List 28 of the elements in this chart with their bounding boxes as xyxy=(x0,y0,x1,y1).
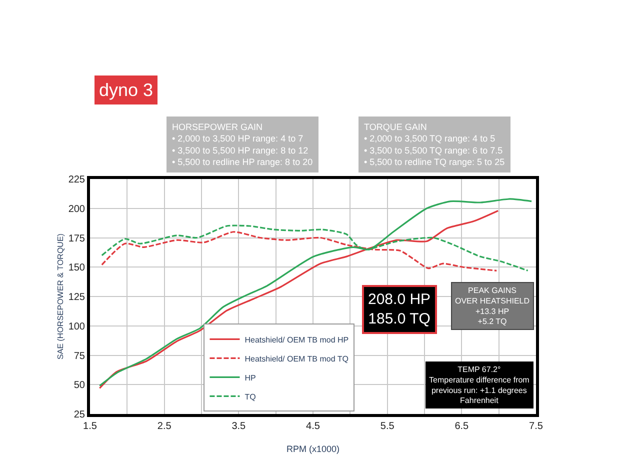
x-tick-label: 1.5 xyxy=(83,421,98,432)
annotation: TEMP 67.2° Temperature difference from previous run: +1.1 degrees Fahrenheit xyxy=(429,365,530,406)
x-tick-label: 2.5 xyxy=(157,421,172,432)
legend-label: TQ xyxy=(244,392,256,402)
y-tick-label: 75 xyxy=(74,350,86,362)
y-tick-label: 25 xyxy=(74,410,86,420)
x-axis-title: RPM (x1000) xyxy=(286,444,340,454)
y-tick-label: 175 xyxy=(68,233,86,244)
x-tick-label: 5.5 xyxy=(380,421,395,432)
legend-label: Heatshield/ OEM TB mod HP xyxy=(244,335,349,344)
text: TORQUE GAIN • 2,000 to 3,500 TQ range: 4 to 5 • 3,500 to 5,500 TQ range: 6 to 7.5 • 5,500 to redline TQ range: 5 to 25 xyxy=(364,122,505,168)
y-tick-label: 150 xyxy=(68,262,86,274)
y-tick-label: 125 xyxy=(68,292,86,303)
y-tick-label: 200 xyxy=(68,204,86,215)
x-tick-label: 3.5 xyxy=(232,421,246,432)
annotation: 208.0 HP 185.0 TQ xyxy=(368,291,431,328)
x-tick-label: 7.5 xyxy=(529,421,544,432)
x-tick-label: 4.5 xyxy=(306,421,320,432)
legend-label: Heatshield/ OEM TB mod TQ xyxy=(244,354,348,364)
legend-label: HP xyxy=(244,373,256,382)
y-tick-label: 50 xyxy=(74,380,86,392)
chart-title: dyno 3 xyxy=(99,80,154,100)
annotation: PEAK GAINS OVER HEATSHIELD +13.3 HP +5.2 TQ xyxy=(455,286,530,326)
text: HORSEPOWER GAIN • 2,000 to 3,500 HP range: 4 to 7 • 3,500 to 5,500 HP range: 8 to 12 • 5,500 to redline HP range: 8 to 20 xyxy=(172,122,313,168)
y-axis-title: SAE (HORSEPOWER & TORQUE) xyxy=(56,233,66,360)
x-tick-label: 6.5 xyxy=(454,421,470,432)
y-tick-label: 100 xyxy=(68,321,86,332)
y-tick-label: 225 xyxy=(68,174,86,186)
